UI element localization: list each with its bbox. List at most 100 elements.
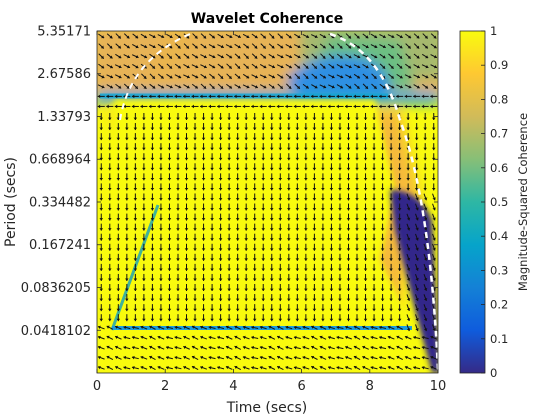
phase-arrow: [319, 335, 327, 340]
phase-arrow-head: [107, 228, 112, 231]
phase-arrow: [276, 64, 284, 69]
phase-arrow-head: [432, 257, 436, 261]
phase-arrow-head: [321, 167, 325, 171]
phase-arrow: [244, 223, 248, 231]
phase-arrow: [363, 163, 368, 171]
phase-arrow-head: [125, 137, 129, 141]
phase-arrow: [421, 94, 429, 99]
phase-arrow-head: [277, 355, 281, 360]
phase-arrow-head: [269, 308, 274, 312]
phase-arrow: [99, 113, 104, 120]
phase-arrow: [193, 304, 197, 312]
phase-arrow: [167, 314, 172, 322]
phase-arrow-head: [176, 157, 180, 161]
phase-arrow: [210, 153, 214, 161]
phase-arrow: [432, 213, 436, 221]
phase-arrow-head: [174, 345, 178, 350]
phase-arrow: [397, 223, 402, 231]
phase-arrow-head: [370, 355, 374, 360]
phase-arrow-head: [184, 117, 189, 120]
phase-arrow: [319, 63, 326, 69]
phase-arrow: [142, 153, 146, 161]
phase-arrow-head: [293, 335, 297, 340]
phase-arrow-head: [125, 228, 129, 231]
phase-arrow-head: [355, 157, 359, 161]
phase-arrow: [193, 243, 197, 251]
phase-arrow-head: [365, 85, 369, 89]
phase-arrow-head: [413, 104, 416, 109]
phase-arrow-head: [322, 65, 326, 69]
phase-arrow: [193, 233, 197, 241]
phase-arrow-head: [184, 298, 189, 302]
phase-arrow: [142, 163, 146, 171]
phase-arrow-head: [174, 365, 178, 370]
phase-arrow: [261, 284, 266, 291]
phase-arrow-head: [235, 268, 240, 271]
phase-arrow-head: [125, 167, 129, 171]
phase-arrow-head: [287, 157, 291, 161]
phase-arrow-head: [389, 137, 393, 141]
phase-arrow: [174, 63, 182, 69]
phase-arrow: [346, 163, 351, 171]
phase-arrow: [302, 104, 310, 109]
phase-arrow: [423, 123, 428, 131]
phase-arrow: [176, 163, 180, 171]
phase-arrow-head: [109, 45, 113, 49]
phase-arrow: [372, 314, 376, 322]
phase-arrow-head: [295, 308, 300, 312]
phase-arrow-head: [406, 297, 411, 301]
phase-arrow-head: [321, 137, 325, 141]
phase-arrow-head: [99, 258, 104, 261]
phase-arrow-head: [287, 278, 291, 281]
phase-arrow: [327, 94, 335, 99]
phase-arrow: [370, 104, 378, 109]
phase-arrow: [423, 233, 428, 241]
phase-arrow-head: [167, 228, 172, 231]
phase-arrow-head: [415, 217, 419, 221]
phase-arrow: [389, 133, 393, 141]
phase-arrow: [397, 183, 402, 191]
phase-arrow-head: [186, 55, 190, 59]
phase-arrow-head: [397, 167, 402, 171]
phase-arrow: [321, 183, 325, 191]
phase-arrow-head: [415, 287, 419, 291]
phase-arrow-head: [389, 188, 393, 191]
phase-arrow: [157, 73, 164, 79]
phase-arrow: [242, 73, 250, 79]
phase-arrow: [157, 345, 165, 350]
phase-arrow: [244, 173, 248, 181]
phase-arrow-head: [425, 65, 429, 69]
phase-arrow-head: [329, 188, 334, 191]
phase-arrow-head: [259, 104, 263, 109]
phase-arrow: [372, 253, 376, 261]
phase-arrow-head: [176, 268, 180, 271]
phase-arrow: [338, 233, 342, 241]
phase-arrow-head: [355, 288, 359, 291]
phase-arrow: [423, 324, 428, 332]
phase-arrow: [107, 213, 112, 221]
phase-arrow-head: [346, 198, 351, 201]
phase-arrow-head: [380, 208, 385, 211]
phase-arrow: [244, 213, 248, 221]
phase-arrow-head: [416, 45, 420, 49]
phase-arrow-head: [363, 188, 368, 191]
phase-arrow-head: [159, 228, 163, 231]
phase-arrow: [413, 53, 420, 59]
phase-arrow: [432, 223, 436, 231]
phase-arrow: [338, 133, 342, 141]
phase-arrow-head: [159, 157, 163, 161]
phase-arrow: [268, 64, 276, 69]
phase-arrow-head: [423, 157, 428, 161]
phase-arrow: [252, 173, 257, 181]
phase-arrow: [363, 273, 368, 281]
phase-arrow-head: [133, 117, 138, 120]
phase-arrow: [106, 74, 114, 79]
phase-arrow: [422, 43, 429, 49]
phase-arrow: [319, 84, 327, 89]
phase-arrow-head: [193, 318, 197, 322]
phase-arrow-head: [116, 157, 121, 161]
phase-arrow: [295, 263, 300, 271]
phase-arrow-head: [169, 65, 173, 69]
phase-arrow: [336, 94, 344, 99]
phase-arrow-head: [391, 34, 395, 39]
